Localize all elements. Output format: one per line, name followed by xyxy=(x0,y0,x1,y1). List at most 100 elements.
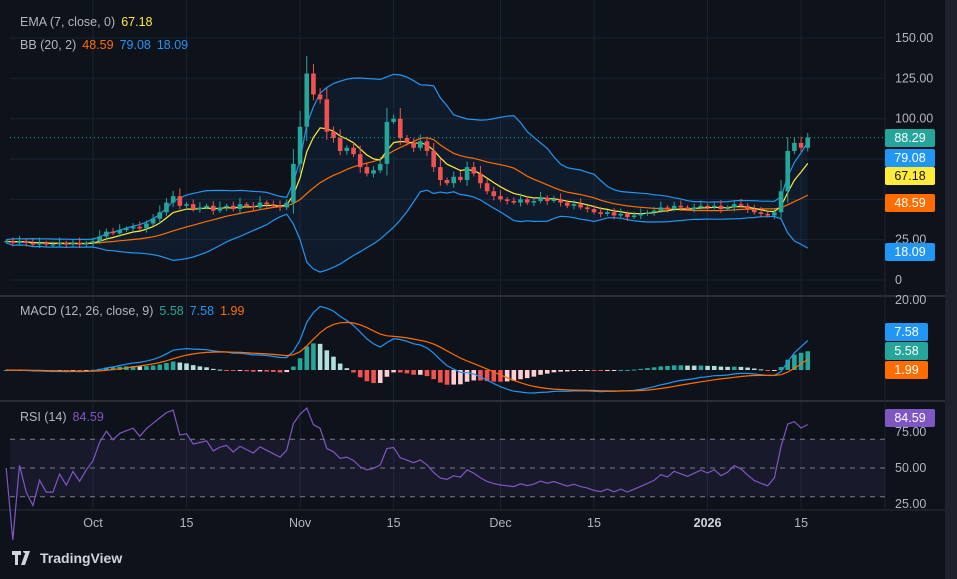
macd-histogram-bar xyxy=(217,369,223,371)
candle-body xyxy=(571,204,577,206)
candle xyxy=(491,186,497,201)
candle xyxy=(438,158,443,186)
candle-body xyxy=(184,204,189,206)
candle-body xyxy=(738,204,744,206)
macd-histogram-bar xyxy=(631,369,637,371)
candle xyxy=(611,208,617,220)
candle xyxy=(184,202,189,210)
bb-lower-value: 18.09 xyxy=(156,38,189,52)
macd-histogram-bar xyxy=(585,370,590,371)
candle-body xyxy=(97,236,102,242)
candle-body xyxy=(671,205,677,210)
candle xyxy=(264,200,269,208)
macd-histogram-bar xyxy=(738,366,744,370)
candle-body xyxy=(157,212,163,219)
candle-body xyxy=(291,163,296,203)
candle-body xyxy=(471,167,477,174)
macd-histogram-bar xyxy=(611,370,617,371)
candle-body xyxy=(765,213,770,216)
candle-body xyxy=(304,73,310,127)
macd-histogram-bar xyxy=(344,368,350,370)
candle-body xyxy=(204,205,209,208)
candle xyxy=(765,211,770,218)
candle xyxy=(391,114,396,125)
candle xyxy=(524,196,530,205)
candle xyxy=(725,205,730,211)
candle xyxy=(638,208,644,220)
candle-body xyxy=(137,226,143,229)
candle xyxy=(798,136,804,152)
macd-histogram-bar xyxy=(3,370,9,371)
candle xyxy=(130,223,136,232)
macd-histogram-bar xyxy=(251,370,256,372)
candle xyxy=(177,188,183,210)
candle xyxy=(685,205,690,211)
candle-body xyxy=(698,205,704,208)
macd-signal-value: 1.99 xyxy=(220,304,245,318)
candle-body xyxy=(324,99,330,132)
macd-histogram-bar xyxy=(678,365,684,370)
candle xyxy=(585,205,590,213)
candle xyxy=(84,240,89,247)
candle xyxy=(63,240,69,249)
candle-body xyxy=(344,147,350,151)
candle xyxy=(738,198,744,208)
macd-histogram-bar xyxy=(297,358,303,370)
macd-histogram-bar xyxy=(264,370,269,372)
candle xyxy=(17,235,22,245)
macd-histogram-bar xyxy=(377,370,383,383)
candle xyxy=(351,142,356,158)
candle-body xyxy=(311,73,316,95)
candle-body xyxy=(251,205,256,208)
macd-histogram-bar xyxy=(605,370,610,371)
candle xyxy=(404,134,410,146)
macd-histogram-bar xyxy=(698,365,704,370)
macd-histogram-bar xyxy=(618,369,624,371)
candle xyxy=(70,239,76,247)
candle-body xyxy=(638,213,644,216)
candle xyxy=(484,179,490,195)
candle-body xyxy=(371,170,376,174)
ema-label: EMA (7, close, 0) xyxy=(20,15,116,29)
candle-body xyxy=(37,242,42,245)
candle-body xyxy=(244,204,249,206)
macd-histogram-bar xyxy=(478,370,483,381)
candle-body xyxy=(104,231,109,237)
candle xyxy=(678,200,684,211)
candle-body xyxy=(124,228,129,230)
macd-histogram-bar xyxy=(150,365,156,370)
candle xyxy=(504,197,510,205)
candle xyxy=(598,206,603,218)
candle xyxy=(691,203,697,213)
ema-legend: EMA (7, close, 0) 67.18 xyxy=(20,15,158,29)
candle-body xyxy=(190,204,196,210)
macd-histogram-bar xyxy=(438,370,443,383)
candle-body xyxy=(792,142,797,151)
candle-body xyxy=(758,212,764,214)
candle xyxy=(284,199,290,210)
candle-body xyxy=(391,118,396,122)
macd-histogram-bar xyxy=(551,370,557,373)
candle-body xyxy=(451,176,457,184)
macd-axis-label: 20.00 xyxy=(895,293,926,307)
macd-histogram-bar xyxy=(331,356,336,370)
candle-body xyxy=(63,242,69,245)
candle xyxy=(23,239,29,247)
candle-body xyxy=(317,94,323,100)
candle-body xyxy=(585,207,590,210)
candle-body xyxy=(491,191,497,197)
time-axis-label: Dec xyxy=(489,516,511,530)
macd-histogram-bar xyxy=(772,370,777,371)
candle xyxy=(444,177,450,186)
candle xyxy=(718,199,724,213)
macd-histogram-bar xyxy=(337,363,343,370)
candle-body xyxy=(331,131,336,139)
candle xyxy=(605,210,610,216)
tradingview-logo[interactable]: TradingView xyxy=(12,550,122,566)
macd-histogram-bar xyxy=(598,370,603,371)
macd-histogram-bar xyxy=(304,346,310,370)
macd-histogram-bar xyxy=(324,350,330,370)
macd-histogram-bar xyxy=(317,343,323,370)
candle-body xyxy=(170,196,176,203)
